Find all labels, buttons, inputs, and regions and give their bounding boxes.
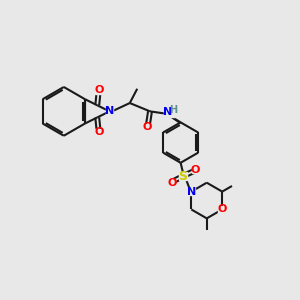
Text: O: O: [167, 178, 176, 188]
Text: O: O: [94, 127, 104, 137]
Text: O: O: [94, 85, 104, 95]
Text: O: O: [143, 122, 152, 132]
Bar: [218, 206, 226, 213]
Bar: [144, 124, 151, 130]
Bar: [179, 172, 187, 180]
Bar: [164, 110, 175, 118]
Bar: [95, 87, 102, 94]
Text: O: O: [191, 165, 200, 175]
Text: O: O: [218, 204, 227, 214]
Text: S: S: [178, 170, 188, 183]
Bar: [168, 179, 176, 186]
Text: N: N: [187, 187, 196, 196]
Bar: [192, 166, 199, 173]
Bar: [95, 129, 102, 136]
Bar: [106, 108, 113, 115]
Bar: [188, 188, 195, 195]
Text: N: N: [163, 107, 172, 117]
Text: N: N: [105, 106, 114, 116]
Text: H: H: [169, 105, 177, 115]
